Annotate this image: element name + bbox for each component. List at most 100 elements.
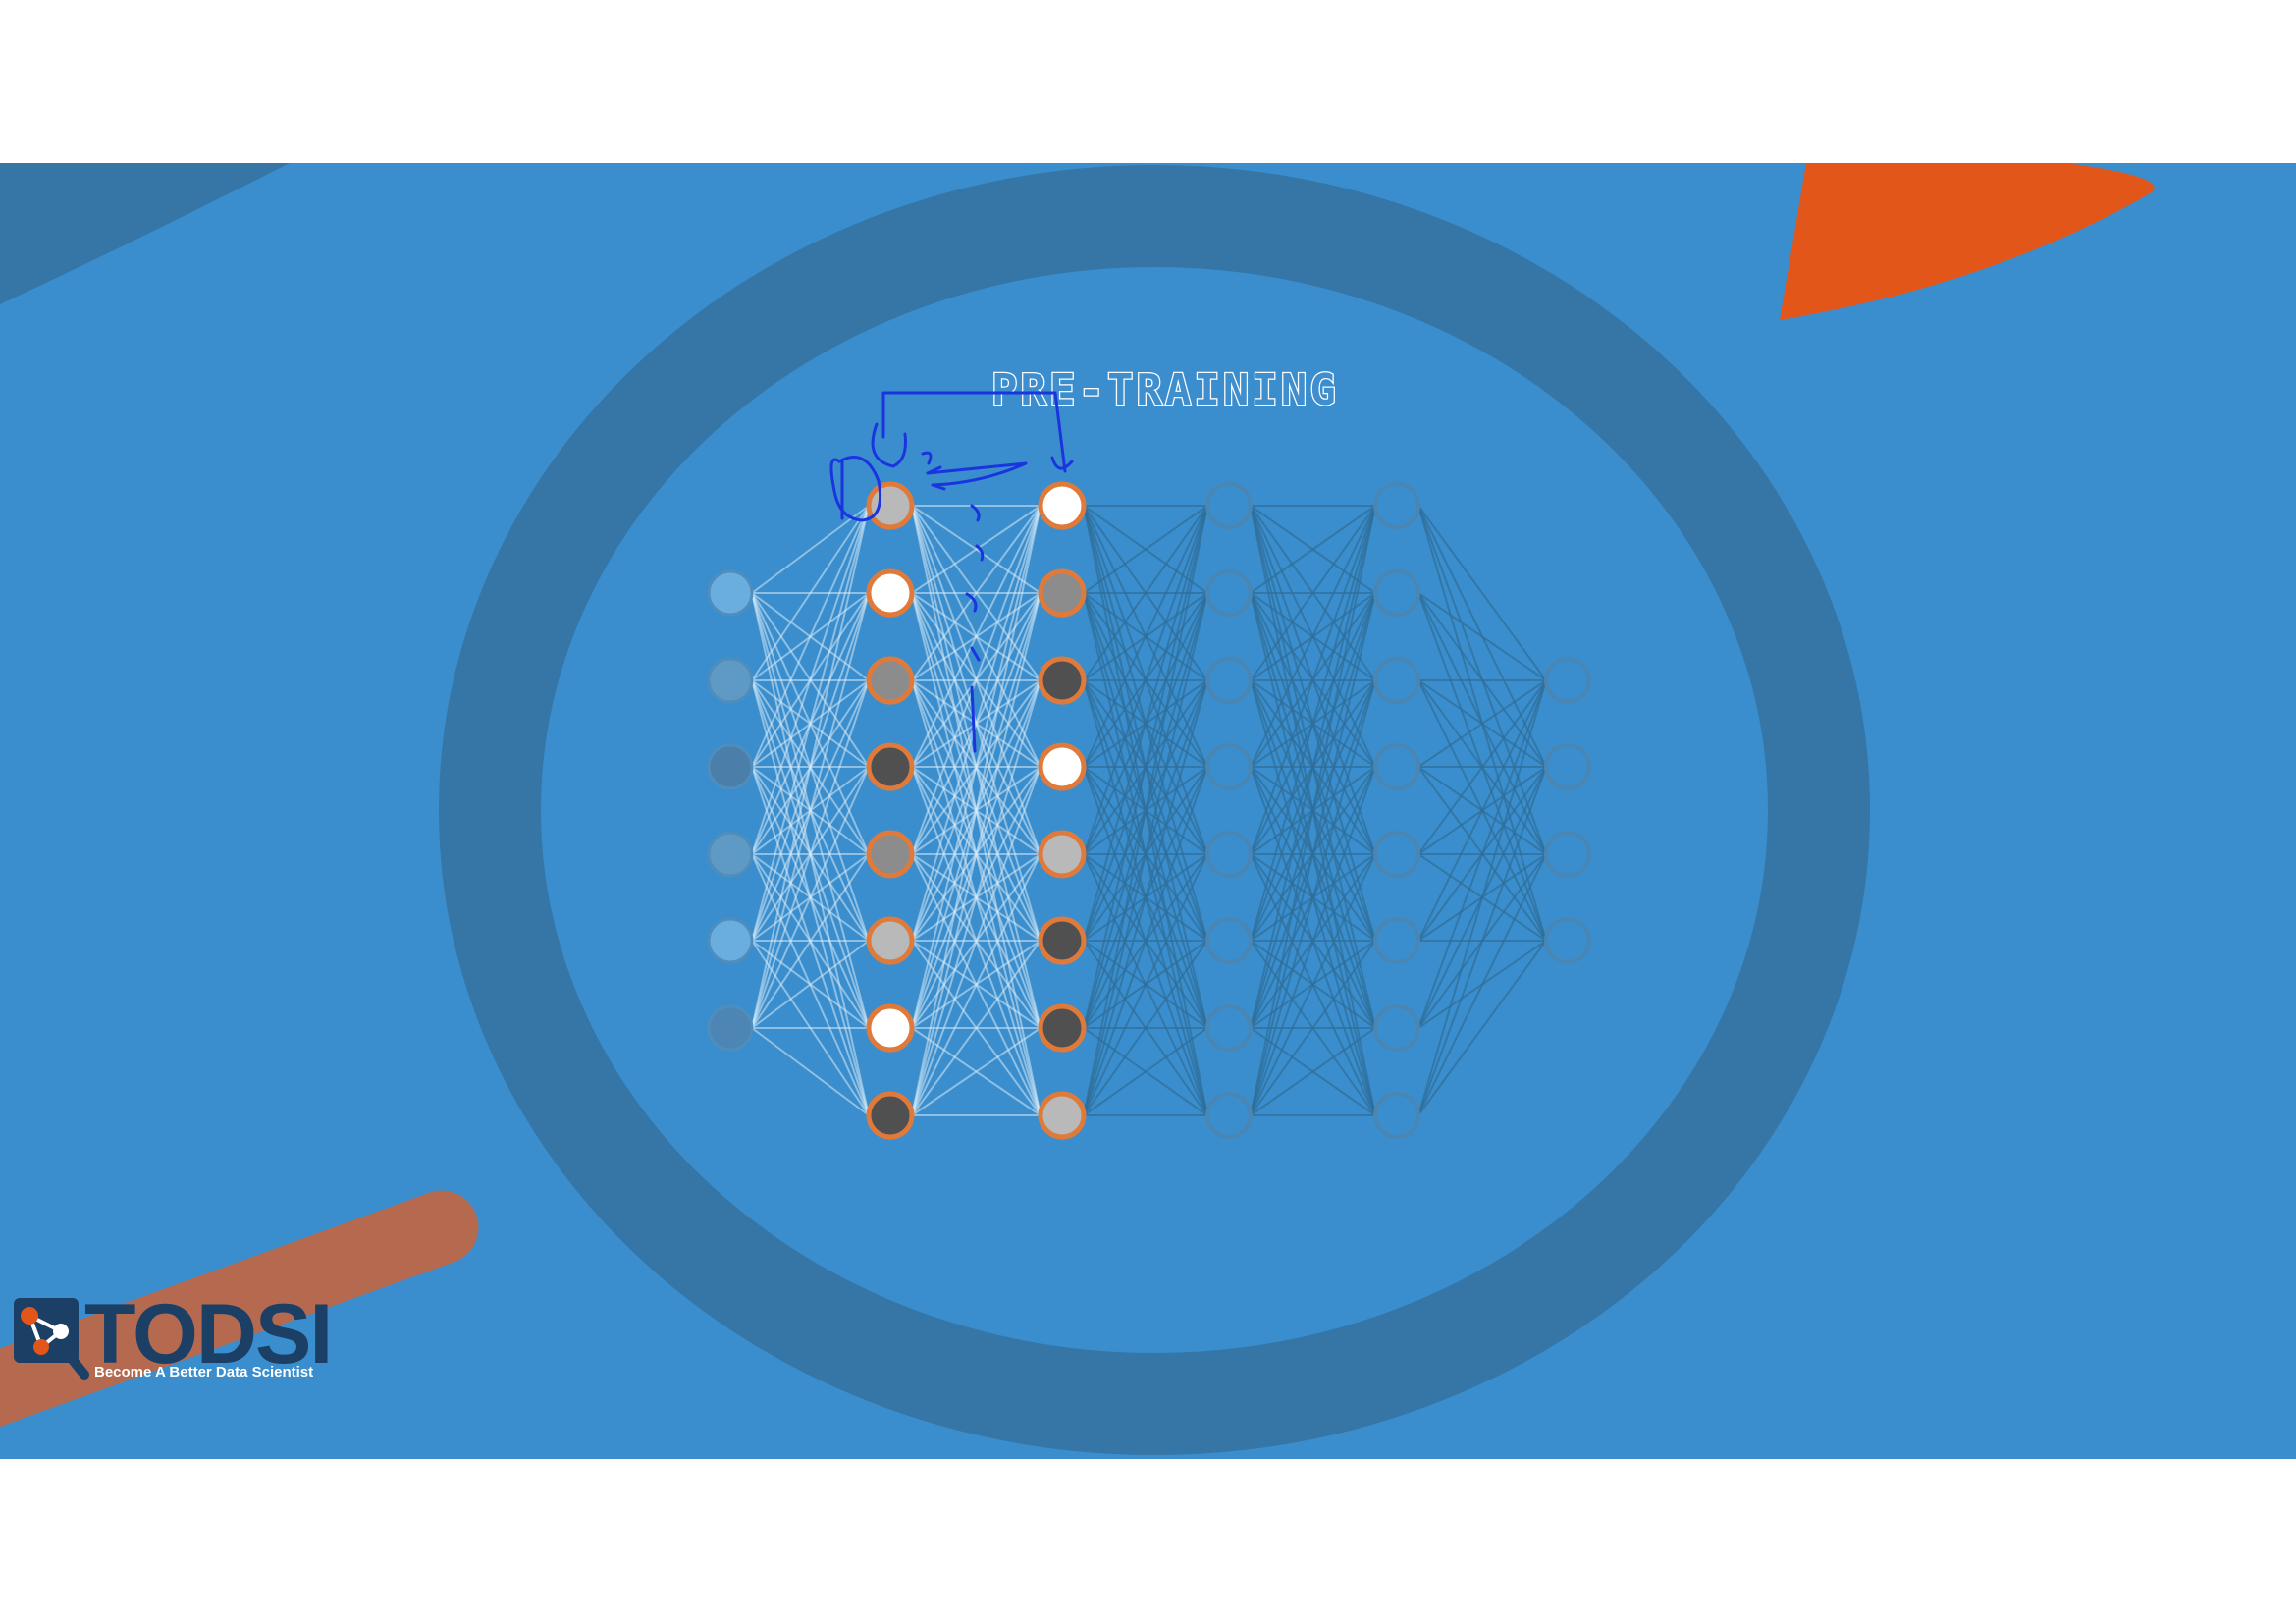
connection-hidden-layer-4-0-to-0 (1417, 505, 1547, 681)
connection-input-layer-5-to-0 (751, 505, 870, 1029)
todsi-logo: TODSI Become A Better Data Scientist (14, 1287, 333, 1381)
connection-input-layer-1-to-0 (751, 505, 870, 681)
annotation-squiggle-2 (970, 504, 981, 522)
connection-hidden-layer-2-7-to-5 (1083, 940, 1208, 1116)
hidden-layer-3-node-4 (1205, 743, 1253, 790)
annotation-squiggle-3 (975, 544, 985, 562)
connection-hidden-layer-1-6-to-0 (911, 505, 1041, 1029)
connection-hidden-layer-2-7-to-4 (1083, 853, 1208, 1116)
input-layer-node-3 (707, 743, 754, 790)
top-margin (0, 0, 2296, 163)
input-layer-node-1 (707, 569, 754, 617)
input-layer-node-2 (707, 657, 754, 704)
connection-hidden-layer-3-6-to-0 (1250, 505, 1376, 1029)
hidden-layer-1-node-7 (866, 1003, 915, 1053)
annotation-squiggle-5 (970, 646, 981, 662)
output-layer-node-4 (1544, 917, 1591, 964)
output-layer-node-3 (1544, 831, 1591, 878)
connection-hidden-layer-2-4-to-0 (1083, 505, 1208, 855)
connection-hidden-layer-3-7-to-4 (1250, 853, 1376, 1116)
hidden-layer-3-node-1 (1205, 482, 1253, 529)
connection-hidden-layer-2-6-to-0 (1083, 505, 1208, 1029)
connection-hidden-layer-3-5-to-0 (1250, 505, 1376, 942)
annotation-arrow (926, 461, 1028, 491)
connection-input-layer-5-to-5 (751, 940, 870, 1029)
connection-hidden-layer-2-7-to-2 (1083, 679, 1208, 1116)
connection-hidden-layer-3-7-to-5 (1250, 940, 1376, 1116)
connection-hidden-layer-1-7-to-5 (911, 940, 1041, 1116)
connection-hidden-layer-3-7-to-2 (1250, 679, 1376, 1116)
hidden-layer-2-node-6 (1038, 916, 1087, 965)
connection-hidden-layer-2-7-to-0 (1083, 505, 1208, 1116)
diagram-title: PRE-TRAINING (991, 365, 1339, 415)
connection-hidden-layer-1-4-to-0 (911, 505, 1041, 855)
connection-hidden-layer-2-7-to-6 (1083, 1027, 1208, 1116)
connection-hidden-layer-4-4-to-0 (1417, 679, 1547, 855)
handwritten-annotations (829, 391, 1074, 753)
connection-hidden-layer-1-7-to-3 (911, 766, 1041, 1116)
connection-hidden-layer-1-7-to-4 (911, 853, 1041, 1116)
annotation-bracket (881, 391, 1067, 473)
hidden-layer-2-node-8 (1038, 1091, 1087, 1140)
annotation-left-hook (871, 422, 907, 468)
connection-hidden-layer-4-7-to-3 (1417, 940, 1547, 1116)
annotation-vertical-line (970, 685, 977, 753)
hidden-layer-1-node-8 (866, 1091, 915, 1140)
annotation-squiggle-4 (965, 592, 978, 613)
connection-hidden-layer-3-7-to-0 (1250, 505, 1376, 1116)
connection-input-layer-5-to-4 (751, 853, 870, 1029)
connection-hidden-layer-1-3-to-0 (911, 505, 1041, 768)
connection-hidden-layer-2-3-to-0 (1083, 505, 1208, 768)
connection-hidden-layer-4-7-to-1 (1417, 766, 1547, 1116)
hidden-layer-3-node-7 (1205, 1004, 1253, 1052)
annotation-d-letter (829, 456, 882, 522)
hidden-layer-3-node-8 (1205, 1092, 1253, 1139)
neural-network (707, 481, 1591, 1140)
hidden-layer-4-node-1 (1373, 482, 1420, 529)
connection-input-layer-5-to-3 (751, 766, 870, 1029)
hidden-layer-4-node-8 (1373, 1092, 1420, 1139)
hidden-layer-2-node-3 (1038, 656, 1087, 705)
network-edges (751, 505, 1547, 1116)
connection-hidden-layer-4-1-to-0 (1417, 592, 1547, 681)
hidden-layer-1-node-3 (866, 656, 915, 705)
logo-tagline: Become A Better Data Scientist (94, 1364, 313, 1380)
corner-wedge-top-right (1780, 163, 2155, 320)
connection-hidden-layer-2-1-to-0 (1083, 505, 1208, 594)
connection-input-layer-5-to-7 (751, 1027, 870, 1116)
hidden-layer-2-node-7 (1038, 1003, 1087, 1053)
background-ring (439, 165, 1870, 1455)
connection-hidden-layer-2-2-to-0 (1083, 505, 1208, 681)
connection-hidden-layer-1-7-to-0 (911, 505, 1041, 1116)
connection-hidden-layer-2-7-to-3 (1083, 766, 1208, 1116)
hidden-layer-2-node-4 (1038, 742, 1087, 791)
hidden-layer-2-node-2 (1038, 568, 1087, 618)
hidden-layer-2-node-5 (1038, 830, 1087, 879)
annotation-squiggle-1 (921, 451, 933, 465)
output-layer-node-2 (1544, 743, 1591, 790)
connection-input-layer-2-to-0 (751, 505, 870, 768)
hidden-layer-1-node-1 (866, 481, 915, 530)
connection-input-layer-5-to-1 (751, 592, 870, 1029)
hidden-layer-4-node-2 (1373, 569, 1420, 617)
connection-hidden-layer-1-2-to-0 (911, 505, 1041, 681)
corner-wedge-top-left (0, 163, 290, 304)
slide: PRE-TRAINING (0, 163, 2296, 1459)
connection-hidden-layer-1-7-to-2 (911, 679, 1041, 1116)
input-layer-node-5 (707, 917, 754, 964)
hidden-layer-1-node-2 (866, 568, 915, 618)
connection-input-layer-0-to-0 (751, 505, 870, 594)
hidden-layer-1-node-5 (866, 830, 915, 879)
connection-hidden-layer-3-3-to-0 (1250, 505, 1376, 768)
logo-mark-icon (14, 1298, 89, 1380)
input-layer-node-4 (707, 831, 754, 878)
connection-hidden-layer-4-7-to-0 (1417, 679, 1547, 1116)
connection-input-layer-3-to-0 (751, 505, 870, 855)
connection-hidden-layer-3-7-to-6 (1250, 1027, 1376, 1116)
hidden-layer-3-node-2 (1205, 569, 1253, 617)
connection-hidden-layer-1-7-to-6 (911, 1027, 1041, 1116)
bottom-margin (0, 1459, 2296, 1623)
hidden-layer-3-node-3 (1205, 657, 1253, 704)
connection-hidden-layer-2-5-to-0 (1083, 505, 1208, 942)
